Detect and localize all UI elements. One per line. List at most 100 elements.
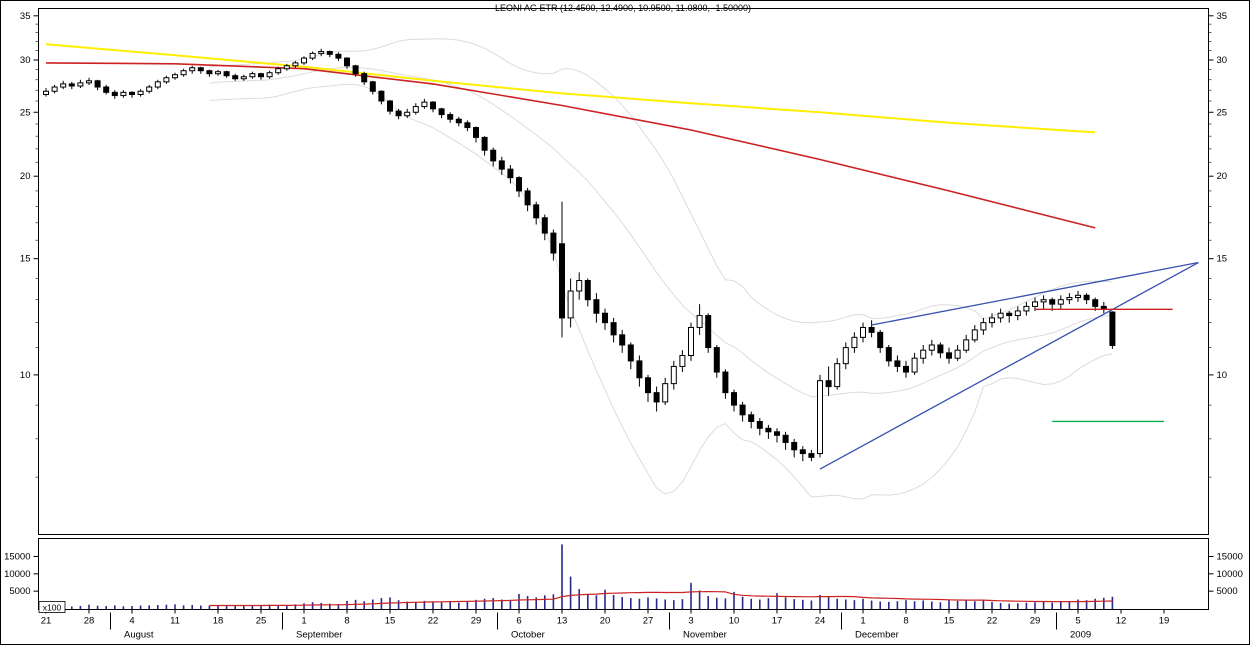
price-tick-label: 10 xyxy=(20,370,31,381)
candle-body xyxy=(94,80,101,88)
date-tick-label: 11 xyxy=(170,616,180,627)
candle-body xyxy=(1057,299,1064,305)
candle-body xyxy=(60,83,67,88)
candle-body xyxy=(1092,299,1099,307)
month-label: December xyxy=(855,630,899,641)
candle-body xyxy=(404,111,411,117)
price-tick-label: 30 xyxy=(20,55,31,66)
candle-body xyxy=(258,73,264,78)
candle-body xyxy=(696,315,703,328)
candle-body xyxy=(1109,311,1116,347)
month-label: August xyxy=(124,630,154,641)
candle-body xyxy=(808,453,815,458)
price-tick-label: 15 xyxy=(1217,254,1228,265)
price-tick-label: 15 xyxy=(20,254,31,265)
candle-body xyxy=(636,360,643,379)
date-tick-label: 10 xyxy=(729,616,740,627)
price-panel-border xyxy=(38,8,1209,535)
candle-body xyxy=(739,404,746,416)
candle-body xyxy=(963,339,970,351)
candle-body xyxy=(627,344,634,362)
date-tick-label: 15 xyxy=(385,616,396,627)
candle-body xyxy=(335,53,342,59)
candle-body xyxy=(387,100,393,112)
candle-body xyxy=(223,71,230,77)
date-tick-label: 19 xyxy=(1159,616,1170,627)
volume-tick-label: 15000 xyxy=(1217,552,1243,563)
candle-body xyxy=(154,81,161,88)
date-tick-label: 1 xyxy=(301,616,306,627)
candle-body xyxy=(240,76,247,80)
candle-body xyxy=(498,160,505,170)
candle-body xyxy=(524,190,531,206)
candle-body xyxy=(688,326,694,357)
candle-body xyxy=(593,299,600,314)
candle-body xyxy=(842,347,849,365)
price-tick-label: 35 xyxy=(1217,11,1228,22)
price-tick-label: 20 xyxy=(20,171,31,182)
candle-body xyxy=(301,57,307,64)
candle-body xyxy=(1066,297,1073,301)
date-tick-label: 25 xyxy=(256,616,267,627)
candle-body xyxy=(1049,299,1056,305)
candle-body xyxy=(894,360,901,367)
candle-body xyxy=(318,51,325,54)
month-label: 2009 xyxy=(1070,630,1091,641)
candle-body xyxy=(645,377,651,394)
price-tick-label: 25 xyxy=(1217,107,1228,118)
candle-body xyxy=(1006,312,1013,317)
candle-body xyxy=(68,83,75,87)
candle-body xyxy=(782,434,789,443)
candle-body xyxy=(215,71,221,75)
candle-body xyxy=(877,331,884,349)
candle-body xyxy=(163,77,170,83)
candle-body xyxy=(584,280,591,301)
candle-body xyxy=(326,51,333,55)
candle-body xyxy=(559,243,565,319)
moving-average-lines xyxy=(45,43,1096,229)
price-tick-label: 25 xyxy=(20,107,31,118)
candle-body xyxy=(997,312,1004,319)
date-tick-label: 8 xyxy=(903,616,908,627)
price-tick-label: 30 xyxy=(1217,55,1228,66)
candle-body xyxy=(791,441,798,451)
candle-body xyxy=(447,114,454,120)
date-tick-label: 4 xyxy=(129,616,134,627)
candle-body xyxy=(490,149,497,162)
candle-body xyxy=(361,73,368,83)
date-tick-label: 18 xyxy=(213,616,224,627)
candle-body xyxy=(232,75,239,80)
candle-body xyxy=(206,70,213,75)
volume-tick-label: 5000 xyxy=(1217,586,1238,597)
candle-body xyxy=(619,334,626,346)
candle-body xyxy=(610,322,617,336)
wedge-lower xyxy=(819,261,1199,470)
candle-body xyxy=(120,91,127,97)
candle-body xyxy=(1083,294,1090,301)
date-tick-label: 20 xyxy=(600,616,611,627)
candle-body xyxy=(1014,310,1021,317)
volume-unit-label: x100 xyxy=(43,603,62,613)
candle-body xyxy=(507,168,514,179)
date-tick-label: 29 xyxy=(471,616,482,627)
candle-body xyxy=(412,106,419,113)
candle-body xyxy=(275,68,282,74)
price-tick-label: 10 xyxy=(1217,370,1228,381)
candle-body xyxy=(43,90,49,95)
candle-body xyxy=(903,365,909,373)
candle-body xyxy=(249,73,256,78)
candle-body xyxy=(378,90,385,102)
candle-body xyxy=(946,352,952,359)
candle-body xyxy=(679,355,686,367)
candle-body xyxy=(455,118,462,124)
candle-body xyxy=(662,383,669,403)
candle-body xyxy=(911,357,918,373)
candle-body xyxy=(602,312,608,324)
candle-body xyxy=(756,420,763,429)
date-tick-label: 15 xyxy=(944,616,955,627)
month-label: September xyxy=(296,630,342,641)
candle-body xyxy=(51,86,58,92)
volume-tick-label: 15000 xyxy=(4,552,30,563)
candle-body xyxy=(834,363,841,388)
